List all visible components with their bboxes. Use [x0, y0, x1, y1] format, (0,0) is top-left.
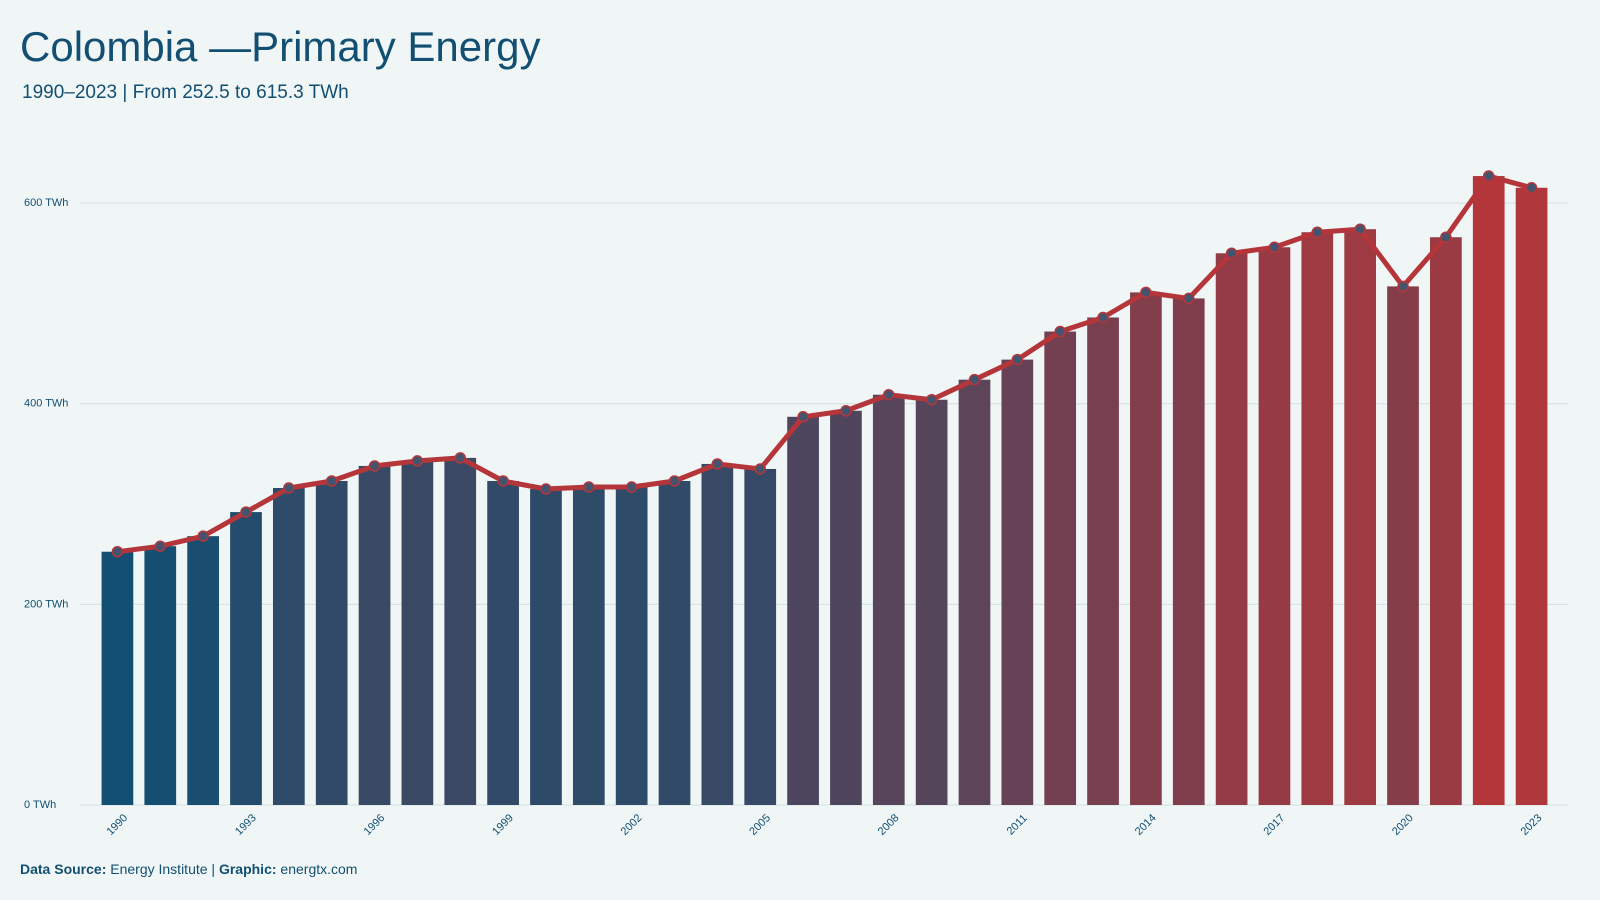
- marker: [411, 455, 424, 467]
- marker: [540, 483, 552, 495]
- marker: [111, 545, 124, 558]
- bar: [530, 489, 562, 805]
- bar: [1001, 359, 1034, 805]
- marker: [497, 475, 509, 487]
- marker: [1397, 280, 1409, 293]
- bar: [572, 487, 605, 805]
- marker: [754, 463, 766, 475]
- marker: [1054, 325, 1066, 338]
- bar: [787, 416, 819, 805]
- marker: [797, 411, 809, 423]
- bar: [487, 480, 519, 805]
- bar: [1472, 176, 1505, 805]
- bar: [272, 488, 305, 805]
- marker: [283, 482, 295, 494]
- bar: [1258, 247, 1291, 805]
- y-tick-label: 400 TWh: [24, 398, 68, 410]
- bar: [872, 394, 905, 805]
- marker: [1097, 311, 1109, 324]
- bar: [1215, 253, 1248, 805]
- source: Energy Institute |: [110, 861, 215, 877]
- marker: [1440, 231, 1452, 243]
- bar: [615, 487, 648, 805]
- marker: [240, 506, 252, 518]
- bar: [315, 480, 348, 805]
- chart-subtitle: 1990–2023 | From 252.5 to 615.3 TWh: [22, 82, 349, 103]
- graphic-label: Graphic:: [219, 861, 277, 877]
- marker: [1354, 223, 1366, 235]
- bar: [1087, 317, 1119, 805]
- y-tick-label: 600 TWh: [24, 197, 68, 209]
- bar: [1344, 229, 1377, 806]
- bar: [1387, 286, 1419, 805]
- marker: [840, 405, 852, 417]
- marker: [197, 530, 209, 542]
- marker: [625, 481, 638, 493]
- bar: [915, 399, 948, 805]
- marker: [968, 373, 981, 386]
- bar: [744, 468, 777, 805]
- marker: [154, 540, 167, 552]
- bar: [1430, 237, 1462, 805]
- y-tick-label: 0 TWh: [24, 799, 56, 811]
- bar: [830, 410, 862, 805]
- bar: [101, 551, 134, 805]
- bar: [1044, 331, 1077, 805]
- y-tick-label: 200 TWh: [24, 598, 68, 610]
- bar: [958, 379, 991, 805]
- marker: [1268, 241, 1281, 254]
- bar: [1301, 232, 1334, 805]
- bar: [187, 536, 219, 805]
- marker: [1311, 226, 1324, 238]
- marker: [711, 458, 724, 470]
- bar: [144, 546, 177, 805]
- line: [117, 173, 1533, 555]
- bar: [401, 460, 434, 805]
- marker: [925, 393, 938, 406]
- marker: [368, 460, 381, 472]
- bar: [1130, 292, 1162, 805]
- marker: [1140, 286, 1152, 299]
- marker: [454, 452, 466, 464]
- bar: [1172, 298, 1205, 805]
- marker: [1183, 292, 1195, 305]
- marker: [668, 475, 681, 487]
- graphic: energtx.com: [280, 861, 357, 877]
- marker: [1482, 170, 1495, 182]
- bar: [701, 463, 734, 805]
- footer: Data Source: Energy Institute | Graphic:…: [20, 861, 357, 877]
- marker: [883, 388, 895, 401]
- marker: [1011, 353, 1024, 366]
- source-label: Data Source:: [20, 861, 106, 877]
- bar: [358, 465, 391, 805]
- bar: [1515, 187, 1548, 805]
- marker: [1225, 247, 1238, 260]
- chart-title: Colombia —Primary Energy: [20, 23, 541, 70]
- marker: [325, 475, 338, 487]
- marker: [583, 481, 595, 493]
- bar: [444, 457, 477, 805]
- bar: [230, 512, 262, 805]
- marker: [1525, 182, 1538, 194]
- bar: [658, 480, 691, 805]
